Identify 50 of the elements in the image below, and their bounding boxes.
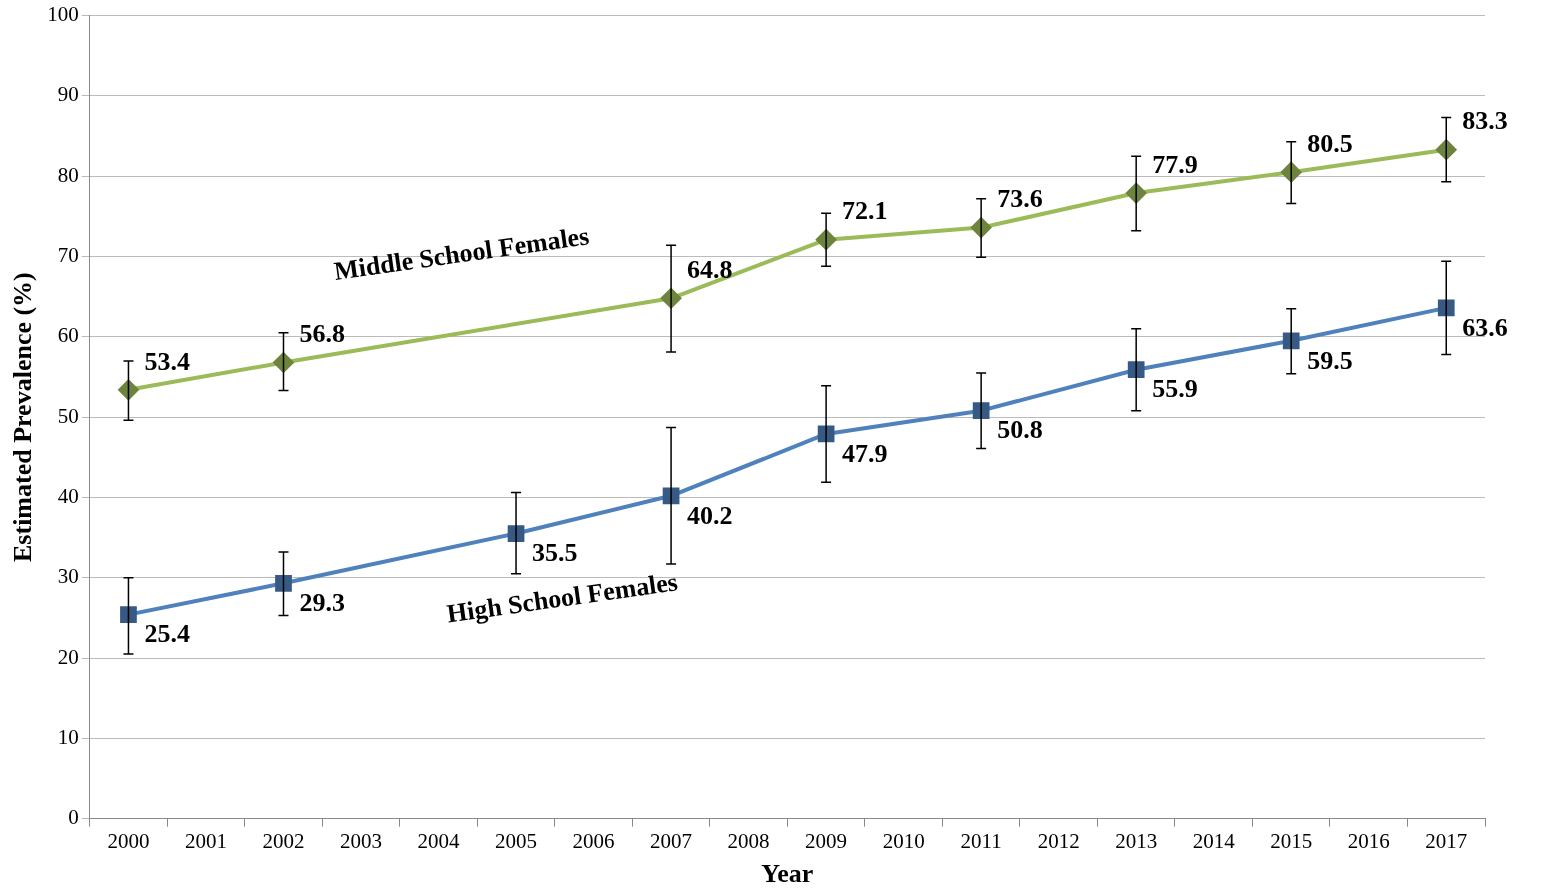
data-label: 83.3 (1462, 106, 1508, 136)
x-tick-label: 2005 (495, 828, 538, 853)
data-label: 40.2 (687, 500, 733, 530)
y-tick-label: 20 (57, 644, 79, 669)
text: High School Females (445, 567, 680, 629)
y-tick-label: 80 (57, 162, 79, 187)
x-tick-label: 2001 (184, 828, 227, 853)
x-tick-label: 2008 (727, 828, 770, 853)
x-tick-label: 2013 (1115, 828, 1158, 853)
x-axis-title: Year (761, 859, 814, 889)
x-tick-label: 2003 (340, 828, 383, 853)
x-tick-label: 2017 (1425, 828, 1468, 853)
x-tick-label: 2004 (417, 828, 461, 853)
data-label: 72.1 (842, 196, 888, 226)
x-tick-label: 2007 (650, 828, 693, 853)
x-tick-label: 2016 (1347, 828, 1390, 853)
data-label: 77.9 (1152, 149, 1198, 179)
data-label: 56.8 (299, 319, 345, 349)
y-tick-label: 90 (57, 82, 79, 107)
x-tick-label: 2015 (1270, 828, 1313, 853)
data-label: 50.8 (997, 415, 1043, 445)
data-label: 35.5 (532, 538, 578, 568)
y-tick-label: 70 (57, 243, 79, 268)
x-tick-label: 2011 (960, 828, 1002, 853)
data-label: 80.5 (1307, 128, 1353, 158)
data-label: 59.5 (1307, 345, 1353, 375)
y-tick-label: 0 (68, 805, 79, 830)
data-label: 47.9 (842, 438, 888, 468)
data-label: 55.9 (1152, 374, 1198, 404)
x-tick-label: 2000 (107, 828, 150, 853)
data-label: 25.4 (144, 619, 190, 649)
x-tick-label: 2006 (572, 828, 615, 853)
y-axis-title: Estimated Prevalence (%) (8, 272, 38, 562)
data-label: 53.4 (144, 346, 190, 376)
y-tick-label: 10 (57, 724, 79, 749)
y-tick-label: 40 (57, 483, 79, 508)
x-tick-label: 2009 (805, 828, 848, 853)
x-tick-label: 2012 (1037, 828, 1080, 853)
y-tick-label: 60 (57, 323, 79, 348)
data-label: 73.6 (997, 184, 1043, 214)
data-label: 29.3 (299, 588, 345, 618)
y-tick-label: 50 (57, 403, 79, 428)
data-label: 63.6 (1462, 312, 1508, 342)
y-tick-label: 30 (57, 564, 79, 589)
y-tick-label: 100 (47, 2, 79, 27)
text: Middle School Females (332, 221, 591, 286)
x-tick-label: 2002 (262, 828, 305, 853)
data-label: 64.8 (687, 254, 733, 284)
x-tick-label: 2014 (1192, 828, 1236, 853)
x-tick-label: 2010 (882, 828, 925, 853)
